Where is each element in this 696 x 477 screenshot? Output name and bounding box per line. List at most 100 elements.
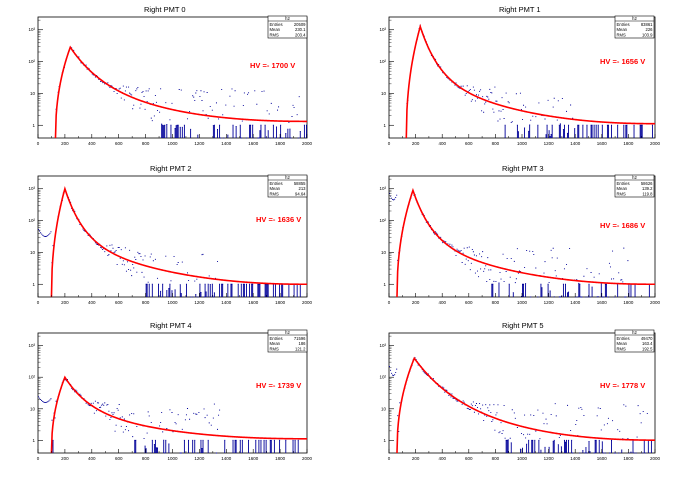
x-tick-label: 400	[88, 456, 96, 461]
x-tick-label: 0	[388, 456, 391, 461]
y-tick-label: 10	[30, 91, 36, 96]
x-tick-label: 400	[88, 300, 96, 305]
x-tick-label: 800	[142, 456, 150, 461]
x-tick-label: 1200	[544, 456, 555, 461]
y-tick-label: 10³	[379, 27, 386, 32]
x-tick-label: 200	[61, 141, 69, 146]
stats-label: RMS	[270, 32, 280, 37]
histogram-series	[406, 24, 653, 139]
y-tick-label: 1	[32, 282, 35, 287]
x-tick-label: 1800	[275, 456, 286, 461]
stats-label: Mean	[270, 186, 281, 191]
y-tick-label: 1	[32, 123, 35, 128]
x-tick-label: 600	[115, 141, 123, 146]
x-tick-label: 0	[388, 300, 391, 305]
stats-value: 20509	[294, 22, 306, 27]
stats-label: Entries	[270, 22, 283, 27]
stats-label: Entries	[270, 181, 283, 186]
x-tick-label: 800	[142, 141, 150, 146]
histogram-series	[38, 379, 299, 454]
y-tick-label: 10²	[28, 218, 35, 223]
y-tick-label: 10	[381, 250, 387, 255]
stats-box	[267, 15, 308, 39]
stats-name: h2	[632, 175, 637, 180]
stats-value: 163.4	[642, 341, 653, 346]
stats-value: 192.5	[642, 346, 653, 351]
x-tick-label: 1800	[623, 300, 634, 305]
hv-label: HV =- 1700 V	[250, 61, 295, 70]
chart-title: Right PMT 3	[502, 164, 544, 173]
x-tick-label: 0	[37, 456, 40, 461]
stats-label: Entries	[617, 336, 630, 341]
y-tick-label: 10³	[28, 186, 35, 191]
chart-title: Right PMT 4	[150, 321, 192, 330]
x-tick-label: 200	[412, 300, 420, 305]
x-tick-label: 600	[465, 300, 473, 305]
x-tick-label: 1600	[597, 456, 608, 461]
x-tick-label: 1400	[570, 141, 581, 146]
histogram-panel: Right PMT 4 0 200 400 600 800 1000 1200 1400 1600…	[28, 321, 312, 461]
x-tick-label: 400	[438, 456, 446, 461]
x-tick-label: 2000	[650, 141, 661, 146]
stats-label: Entries	[617, 22, 630, 27]
y-tick-label: 10³	[28, 27, 35, 32]
x-tick-label: 2000	[302, 141, 313, 146]
y-tick-label: 10²	[28, 375, 35, 380]
x-tick-label: 800	[142, 300, 150, 305]
x-tick-label: 2000	[650, 300, 661, 305]
stats-value: 83861	[641, 22, 653, 27]
fit-curve	[396, 356, 655, 454]
stats-value: 103.9	[642, 32, 653, 37]
x-tick-label: 0	[37, 141, 40, 146]
x-tick-label: 1000	[517, 456, 528, 461]
stats-label: Mean	[617, 186, 628, 191]
y-tick-label: 10²	[379, 218, 386, 223]
x-tick-label: 1200	[194, 300, 205, 305]
y-tick-label: 1	[383, 282, 386, 287]
stats-label: RMS	[270, 191, 280, 196]
stats-name: h2	[285, 175, 290, 180]
x-tick-label: 1000	[167, 300, 178, 305]
y-tick-label: 10³	[28, 343, 35, 348]
stats-value: 213	[299, 186, 307, 191]
histogram-series	[389, 191, 650, 298]
y-tick-label: 10	[381, 406, 387, 411]
x-tick-label: 1400	[221, 300, 232, 305]
stats-value: 139.2	[642, 186, 653, 191]
x-tick-label: 200	[412, 141, 420, 146]
x-tick-label: 0	[37, 300, 40, 305]
x-tick-label: 1200	[544, 141, 555, 146]
x-tick-label: 1200	[194, 456, 205, 461]
stats-value: 58855	[294, 181, 306, 186]
x-tick-label: 600	[465, 456, 473, 461]
x-tick-label: 400	[88, 141, 96, 146]
histogram-panel: Right PMT 2 0 200 400 600 800 1000 1200 1400 1600…	[28, 164, 312, 305]
x-tick-label: 2000	[650, 456, 661, 461]
x-tick-label: 200	[61, 300, 69, 305]
x-tick-label: 1200	[194, 141, 205, 146]
stats-label: RMS	[617, 346, 627, 351]
y-tick-label: 10	[30, 406, 36, 411]
histogram-panel: Right PMT 1 0 200 400 600 800 1000 1200 1400 1600…	[379, 5, 660, 146]
y-tick-label: 1	[383, 438, 386, 443]
x-tick-label: 1600	[597, 141, 608, 146]
stats-value: 226	[646, 27, 654, 32]
stats-name: h2	[632, 330, 637, 335]
x-tick-label: 1400	[221, 456, 232, 461]
x-tick-label: 1000	[517, 141, 528, 146]
stats-value: 121.2	[295, 346, 306, 351]
y-tick-label: 10	[381, 91, 387, 96]
histogram-panel: Right PMT 3 0 200 400 600 800 1000 1200 1400 1600…	[379, 164, 660, 305]
y-tick-label: 10²	[28, 59, 35, 64]
stats-value: 119.8	[642, 191, 653, 196]
x-tick-label: 1600	[248, 300, 259, 305]
x-tick-label: 1400	[570, 456, 581, 461]
fit-curve	[405, 23, 655, 139]
stats-label: RMS	[617, 32, 627, 37]
fit-curve	[54, 45, 308, 139]
stats-label: Entries	[617, 181, 630, 186]
y-tick-label: 10²	[379, 375, 386, 380]
x-tick-label: 1600	[248, 456, 259, 461]
stats-box	[267, 174, 308, 198]
stats-name: h2	[285, 330, 290, 335]
